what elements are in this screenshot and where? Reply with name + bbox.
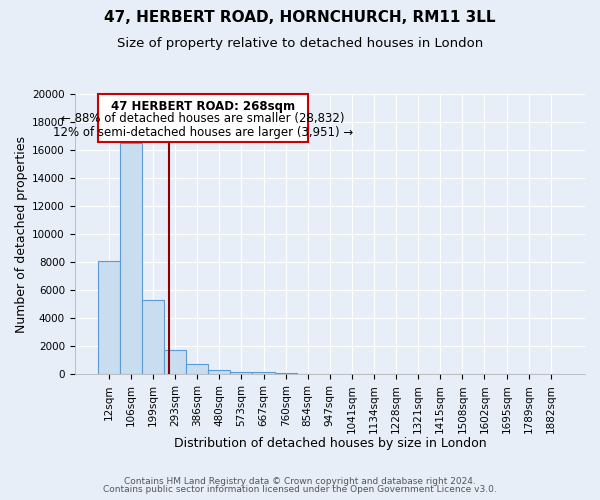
Bar	[253, 372, 275, 374]
Bar	[120, 143, 142, 374]
X-axis label: Distribution of detached houses by size in London: Distribution of detached houses by size …	[173, 437, 486, 450]
Text: Size of property relative to detached houses in London: Size of property relative to detached ho…	[117, 38, 483, 51]
Text: ← 88% of detached houses are smaller (28,832): ← 88% of detached houses are smaller (28…	[61, 112, 344, 125]
Bar	[275, 373, 296, 374]
Bar	[142, 300, 164, 374]
Bar	[98, 261, 120, 374]
Text: 47 HERBERT ROAD: 268sqm: 47 HERBERT ROAD: 268sqm	[111, 100, 295, 112]
Text: Contains HM Land Registry data © Crown copyright and database right 2024.: Contains HM Land Registry data © Crown c…	[124, 477, 476, 486]
FancyBboxPatch shape	[98, 94, 308, 142]
Bar	[208, 370, 230, 374]
Text: Contains public sector information licensed under the Open Government Licence v3: Contains public sector information licen…	[103, 485, 497, 494]
Bar	[186, 364, 208, 374]
Text: 12% of semi-detached houses are larger (3,951) →: 12% of semi-detached houses are larger (…	[53, 126, 353, 139]
Bar	[164, 350, 186, 374]
Y-axis label: Number of detached properties: Number of detached properties	[15, 136, 28, 332]
Bar	[230, 372, 253, 374]
Text: 47, HERBERT ROAD, HORNCHURCH, RM11 3LL: 47, HERBERT ROAD, HORNCHURCH, RM11 3LL	[104, 10, 496, 25]
